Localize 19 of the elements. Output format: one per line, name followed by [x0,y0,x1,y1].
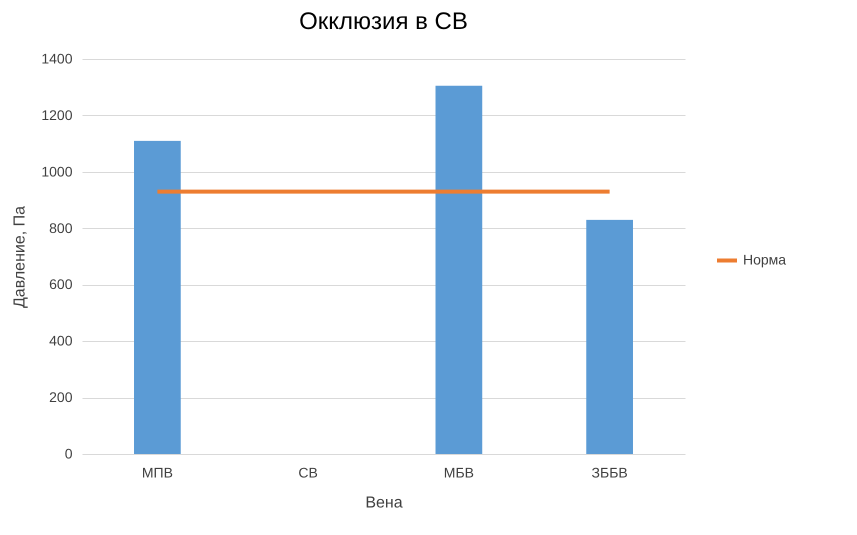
y-tick-label: 1400 [41,50,73,66]
legend-label: Норма [743,252,786,268]
y-tick-label: 0 [64,446,73,462]
x-axis-title: Вена [365,494,403,512]
y-tick-label: 800 [49,220,73,236]
y-tick-label: 400 [49,332,73,349]
x-tick-label: МБВ [444,464,474,480]
x-tick-label: МПВ [142,464,173,480]
y-tick-label: 600 [49,276,73,292]
bar [134,140,181,454]
bar [436,86,482,454]
y-tick-label: 1200 [41,106,73,123]
y-tick-label: 200 [49,389,73,406]
bar [586,220,633,454]
chart-title: Окклюзия в СВ [299,8,468,35]
y-axis-title: Давление, Па [11,206,28,308]
y-tick-label: 1000 [41,163,73,180]
x-tick-label: СВ [298,464,318,480]
x-tick-label: ЗББВ [592,464,628,480]
